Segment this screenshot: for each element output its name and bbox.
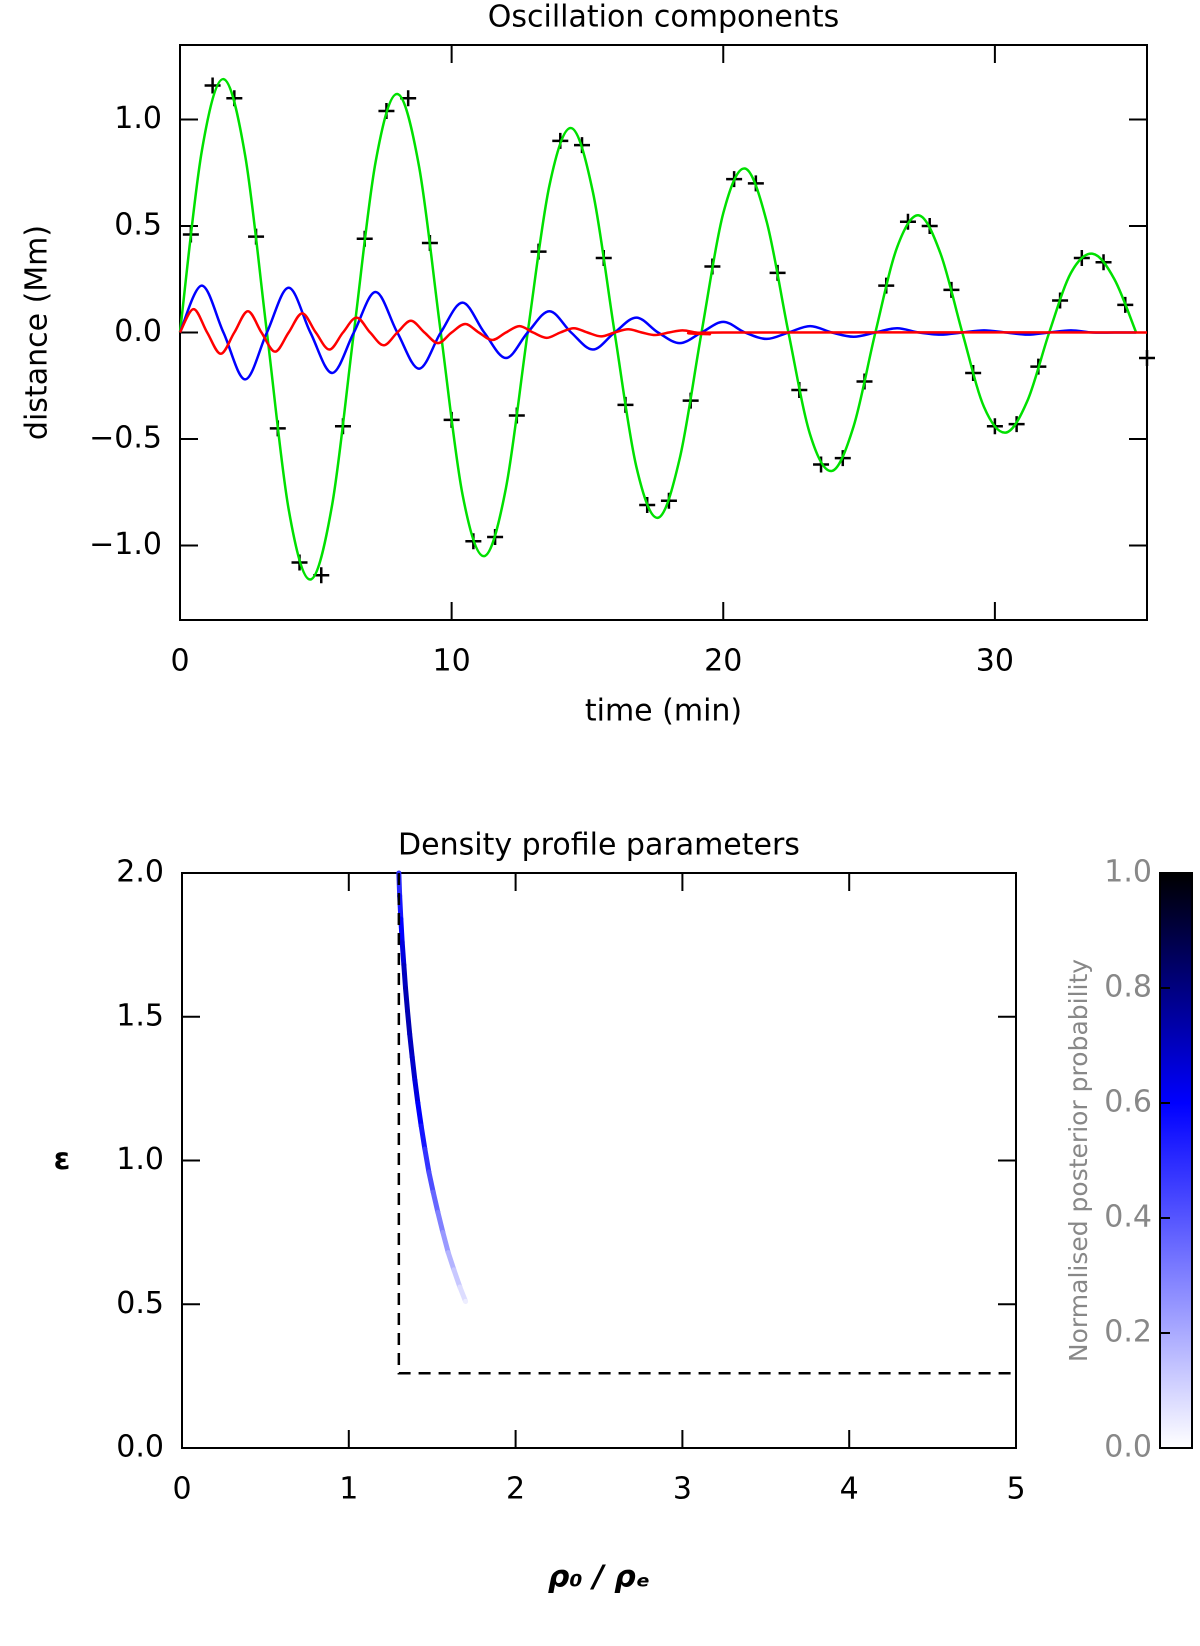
posterior-ridge xyxy=(422,1146,432,1175)
x-tick-label: 5 xyxy=(1006,1472,1025,1507)
colorbar xyxy=(1159,872,1193,1449)
data-line xyxy=(178,284,1137,381)
colorbar-tick-label: 0.2 xyxy=(1104,1315,1152,1350)
y-tick-label: 0.5 xyxy=(114,208,162,243)
posterior-ridge xyxy=(407,1031,415,1060)
posterior-ridge xyxy=(415,1100,424,1129)
y-tick-label: 1.0 xyxy=(116,1142,164,1177)
posterior-ridge xyxy=(405,1008,413,1037)
colorbar-label: Normalised posterior probability xyxy=(1064,959,1093,1362)
data-point xyxy=(813,456,830,473)
posterior-ridge xyxy=(426,1169,436,1195)
colorbar-tick-label: 1.0 xyxy=(1104,855,1152,890)
posterior-ridge xyxy=(445,1250,457,1273)
colorbar-tick-label: 0.4 xyxy=(1104,1200,1152,1235)
posterior-ridge xyxy=(418,1123,428,1152)
x-axis-label: time (min) xyxy=(585,694,742,729)
colorbar-tick-label: 0.0 xyxy=(1104,1430,1152,1465)
posterior-ridge xyxy=(409,1054,418,1083)
x-tick-label: 2 xyxy=(506,1472,525,1507)
posterior-ridge xyxy=(451,1267,463,1290)
posterior-ridge xyxy=(440,1229,451,1255)
y-axis-label: distance (Mm) xyxy=(20,225,55,440)
y-tick-label: −0.5 xyxy=(89,420,162,455)
y-tick-label: 0.0 xyxy=(114,314,162,349)
posterior-ridge xyxy=(412,1077,421,1106)
posterior-ridge xyxy=(457,1284,469,1304)
x-tick-label: 0 xyxy=(172,1472,191,1507)
y-tick-label: 1.5 xyxy=(116,998,164,1033)
prior-boundary xyxy=(397,873,1016,1375)
posterior-ridge xyxy=(401,962,409,991)
y-tick-label: 1.0 xyxy=(114,101,162,136)
posterior-ridge xyxy=(399,939,407,968)
posterior-ridge xyxy=(403,985,411,1014)
posterior-ridge xyxy=(430,1189,441,1215)
y-tick-label: 0.0 xyxy=(116,1430,164,1465)
x-tick-label: 4 xyxy=(840,1472,859,1507)
chart-title: Density profile parameters xyxy=(398,828,800,863)
data-point xyxy=(1139,350,1155,367)
chart-title: Oscillation components xyxy=(488,0,839,35)
x-axis-label: ρ₀ / ρₑ xyxy=(548,1560,650,1595)
y-tick-label: 0.5 xyxy=(116,1286,164,1321)
y-tick-label: 2.0 xyxy=(116,855,164,890)
colorbar-tick-label: 0.6 xyxy=(1104,1085,1152,1120)
x-tick-label: 0 xyxy=(170,644,189,679)
posterior-ridge xyxy=(398,916,405,945)
plot-frame xyxy=(181,872,1017,1449)
x-tick-label: 30 xyxy=(976,644,1014,679)
y-axis-label: ε xyxy=(54,1142,71,1177)
colorbar-tick-label: 0.8 xyxy=(1104,970,1152,1005)
data-line xyxy=(178,307,1148,356)
x-tick-label: 10 xyxy=(433,644,471,679)
data-line xyxy=(178,77,1138,581)
x-tick-label: 20 xyxy=(704,644,742,679)
posterior-ridge xyxy=(435,1209,446,1235)
x-tick-label: 1 xyxy=(339,1472,358,1507)
x-tick-label: 3 xyxy=(673,1472,692,1507)
y-tick-label: −1.0 xyxy=(89,527,162,562)
